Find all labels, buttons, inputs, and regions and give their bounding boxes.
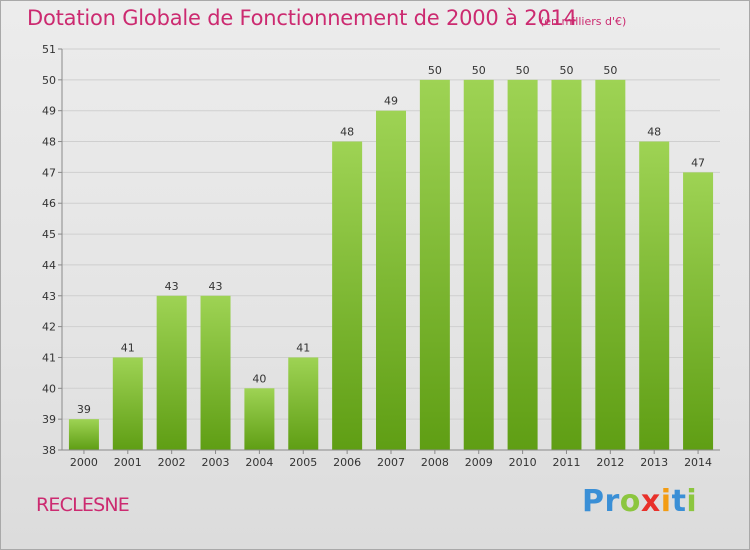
data-label: 41 xyxy=(296,341,310,354)
data-label: 50 xyxy=(428,64,442,77)
y-tick-label: 45 xyxy=(42,228,56,241)
logo-letter: i xyxy=(686,484,698,519)
data-label: 50 xyxy=(603,64,617,77)
chart-title: Dotation Globale de Fonctionnement de 20… xyxy=(27,6,577,30)
y-tick-label: 42 xyxy=(42,321,56,334)
bar xyxy=(288,357,319,450)
data-label: 49 xyxy=(384,95,398,108)
bar xyxy=(332,141,363,451)
bar xyxy=(551,79,582,450)
data-label: 48 xyxy=(647,126,661,139)
x-tick-label: 2005 xyxy=(289,456,317,469)
x-tick-label: 2011 xyxy=(552,456,580,469)
x-tick-label: 2007 xyxy=(377,456,405,469)
data-label: 50 xyxy=(472,64,486,77)
bar xyxy=(244,388,275,450)
bar xyxy=(595,79,626,450)
x-tick-label: 2003 xyxy=(202,456,230,469)
y-tick-label: 47 xyxy=(42,166,56,179)
logo-letter: o xyxy=(619,484,641,519)
bar xyxy=(112,357,143,450)
x-tick-label: 2012 xyxy=(596,456,624,469)
bar xyxy=(639,141,670,451)
x-tick-label: 2002 xyxy=(158,456,186,469)
data-label: 48 xyxy=(340,126,354,139)
x-tick-label: 2010 xyxy=(509,456,537,469)
y-tick-label: 50 xyxy=(42,74,56,87)
logo-letter: P xyxy=(582,484,605,519)
x-tick-label: 2009 xyxy=(465,456,493,469)
y-tick-label: 41 xyxy=(42,351,56,364)
x-tick-label: 2006 xyxy=(333,456,361,469)
y-tick-label: 48 xyxy=(42,136,56,149)
y-tick-label: 40 xyxy=(42,382,56,395)
x-tick-label: 2004 xyxy=(245,456,273,469)
data-label: 41 xyxy=(121,341,135,354)
x-tick-label: 2013 xyxy=(640,456,668,469)
data-label: 40 xyxy=(252,372,266,385)
data-label: 50 xyxy=(559,64,573,77)
y-tick-label: 38 xyxy=(42,444,56,457)
bar xyxy=(376,110,406,450)
data-label: 39 xyxy=(77,403,91,416)
data-label: 43 xyxy=(209,280,223,293)
y-tick-label: 44 xyxy=(42,259,56,272)
y-tick-label: 46 xyxy=(42,197,56,210)
logo-letter: i xyxy=(660,484,672,519)
bar xyxy=(200,295,231,450)
logo-letter: r xyxy=(604,484,620,519)
bar xyxy=(683,172,714,450)
bar xyxy=(156,295,187,450)
data-label: 43 xyxy=(165,280,179,293)
y-tick-label: 49 xyxy=(42,105,56,118)
bar xyxy=(507,79,538,450)
x-tick-label: 2001 xyxy=(114,456,142,469)
bar xyxy=(68,419,99,450)
bar xyxy=(463,79,494,450)
x-tick-label: 2008 xyxy=(421,456,449,469)
x-tick-label: 2000 xyxy=(70,456,98,469)
data-label: 47 xyxy=(691,156,705,169)
x-tick-label: 2014 xyxy=(684,456,712,469)
y-tick-label: 39 xyxy=(42,413,56,426)
chart-subtitle: (en milliers d'€) xyxy=(540,15,627,28)
proxiti-logo[interactable]: Proxiti xyxy=(582,484,697,519)
bar xyxy=(419,79,450,450)
commune-name: RECLESNE xyxy=(36,494,130,516)
logo-letter: t xyxy=(671,484,687,519)
y-tick-label: 51 xyxy=(42,43,56,56)
y-tick-label: 43 xyxy=(42,290,56,303)
data-label: 50 xyxy=(516,64,530,77)
logo-letter: x xyxy=(640,484,661,519)
